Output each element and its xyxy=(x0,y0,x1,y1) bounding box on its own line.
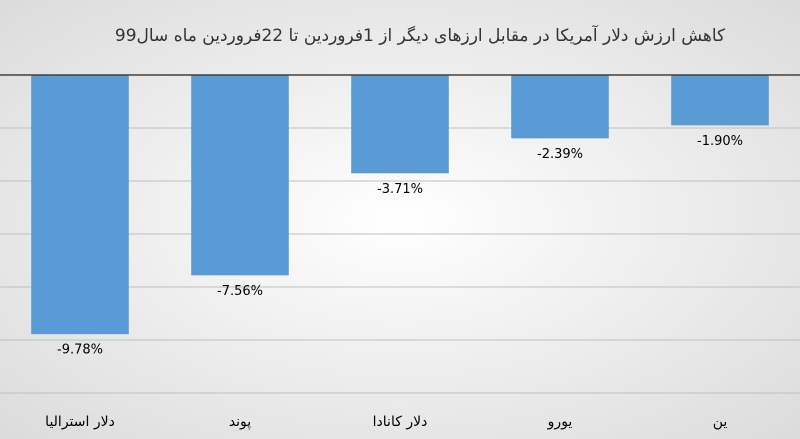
x-tick-label: دلار کانادا xyxy=(373,414,428,430)
bar xyxy=(31,75,129,335)
value-label: -3.71% xyxy=(377,182,423,197)
bar xyxy=(671,75,769,126)
value-label: -1.90% xyxy=(697,134,743,149)
value-label: -9.78% xyxy=(57,343,103,358)
chart-title: کاهش ارزش دلار آمریکا در مقابل ارزهای دی… xyxy=(115,24,726,46)
x-tick-label: ین xyxy=(713,414,728,430)
bar xyxy=(191,75,289,276)
x-tick-label: یورو xyxy=(547,414,573,430)
x-tick-label: پوند xyxy=(229,414,251,430)
value-label: -2.39% xyxy=(537,147,583,162)
value-label: -7.56% xyxy=(217,284,263,299)
x-tick-label: دلار استرالیا xyxy=(45,414,115,430)
bar xyxy=(511,75,609,139)
bar xyxy=(351,75,449,174)
